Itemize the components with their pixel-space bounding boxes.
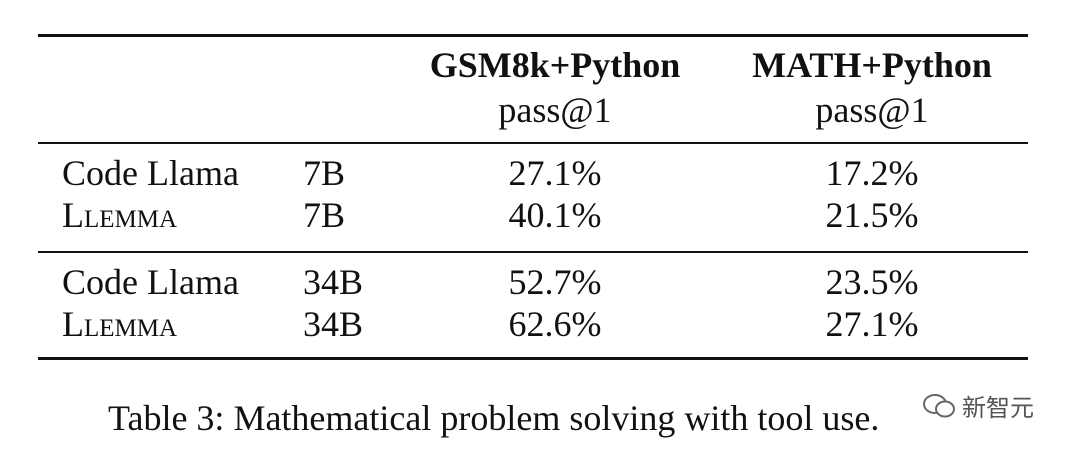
table-cell: 27.1% (825, 304, 919, 344)
table-cell: 62.6% (508, 304, 602, 344)
table-cell: Code Llama (62, 262, 239, 302)
table-cell: 34B (303, 262, 364, 302)
table-cell: 40.1% (508, 195, 602, 235)
watermark: 新智元 (922, 388, 1034, 423)
table-cell: pass@1 (815, 90, 929, 130)
table-cell: 52.7% (508, 262, 602, 302)
table-cell: 23.5% (825, 262, 919, 302)
table-cell: pass@1 (498, 90, 612, 130)
table-cell: Llemma (62, 195, 178, 235)
top-rule (38, 34, 1028, 37)
table-cell: 7B (303, 153, 346, 193)
watermark-icon (923, 393, 955, 417)
caption: Table 3: Mathematical problem solving wi… (108, 398, 880, 438)
group-rule (38, 251, 1028, 253)
table-cell: 17.2% (825, 153, 919, 193)
table-cell: GSM8k+Python (429, 45, 681, 85)
table-cell: Code Llama (62, 153, 239, 193)
table-cell: 27.1% (508, 153, 602, 193)
bottom-rule (38, 357, 1028, 360)
table-cell: MATH+Python (752, 45, 992, 85)
table-cell: Llemma (62, 304, 178, 344)
table-cell: 21.5% (825, 195, 919, 235)
watermark-text: 新智元 (962, 394, 1034, 422)
table-cell: 34B (303, 304, 364, 344)
table-cell: 7B (303, 195, 346, 235)
header-rule (38, 142, 1028, 144)
